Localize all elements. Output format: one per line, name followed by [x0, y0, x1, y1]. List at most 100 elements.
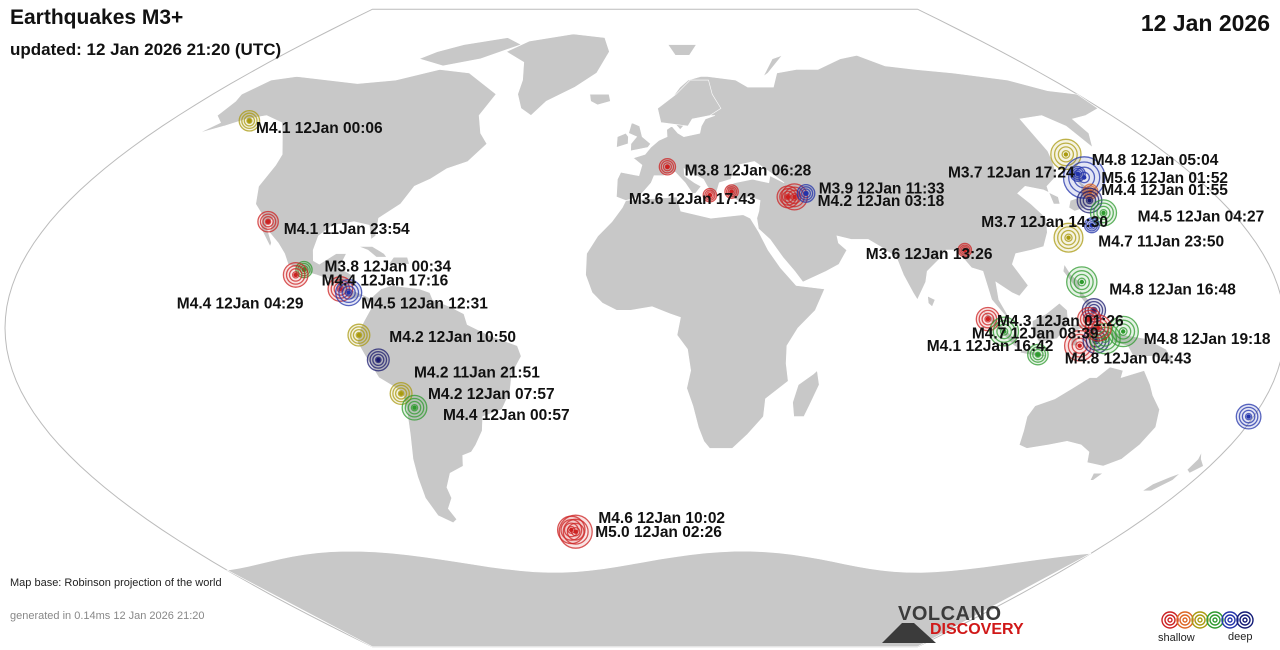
legend-shallow-label: shallow	[1158, 632, 1195, 644]
earthquake-marker[interactable]	[1027, 343, 1049, 366]
earthquake-ring	[243, 115, 256, 127]
earthquake-epicenter	[1082, 175, 1087, 180]
earthquake-ring	[984, 315, 992, 323]
earthquake-ring	[570, 526, 581, 537]
legend-ring	[1191, 611, 1209, 629]
earthquake-ring	[344, 288, 353, 297]
earthquake-marker[interactable]	[957, 242, 973, 258]
logo-line-1: VOLCANO	[898, 603, 1002, 625]
earthquake-marker[interactable]	[702, 187, 718, 203]
legend-ring	[1182, 617, 1188, 623]
legend-ring	[1242, 617, 1248, 623]
earthquake-ring	[1057, 146, 1075, 163]
earthquake-marker[interactable]	[796, 183, 816, 203]
earthquake-marker[interactable]	[1053, 222, 1084, 253]
earthquake-label: M3.8 12Jan 06:28	[685, 163, 812, 180]
earthquake-epicenter	[1063, 152, 1069, 157]
generated-note: generated in 0.14ms 12 Jan 2026 21:20	[10, 610, 205, 622]
earthquake-epicenter	[985, 316, 991, 322]
earthquake-label: M4.2 12Jan 07:57	[428, 386, 555, 403]
legend-ring	[1179, 614, 1191, 626]
earthquake-ring	[959, 244, 971, 256]
earthquake-marker[interactable]	[238, 109, 261, 132]
earthquake-ring	[1244, 412, 1253, 421]
earthquake-ring	[1069, 270, 1094, 294]
legend-deep-label: deep	[1228, 631, 1253, 643]
earthquake-ring	[262, 215, 274, 228]
novaya-zemlya-landmass	[763, 54, 784, 77]
earthquake-marker[interactable]	[724, 184, 739, 199]
tasmania-landmass	[1089, 472, 1104, 481]
volcano-discovery-logo[interactable]: VOLCANO DISCOVERY	[880, 603, 1040, 643]
earthquake-ring	[1060, 229, 1077, 246]
earthquake-epicenter	[707, 193, 713, 198]
sri-lanka-landmass	[927, 295, 936, 308]
earthquake-ring	[727, 187, 736, 196]
earthquake-epicenter	[665, 164, 670, 169]
earthquake-epicenter	[1096, 325, 1101, 331]
earthquake-ring	[1085, 196, 1094, 205]
earthquake-ring	[1241, 409, 1256, 424]
earthquake-epicenter	[1101, 210, 1106, 216]
earthquake-marker[interactable]	[1235, 403, 1262, 430]
earthquake-marker[interactable]	[335, 278, 363, 307]
earthquake-ring	[1057, 226, 1080, 250]
north-america-landmass	[198, 69, 497, 304]
earthquake-epicenter	[1246, 414, 1251, 419]
earthquake-epicenter	[265, 219, 271, 224]
earthquake-label: M3.6 12Jan 13:26	[866, 246, 993, 263]
earthquake-ring	[259, 213, 277, 230]
earthquake-label: M4.7 12Jan 08:39	[972, 326, 1099, 343]
depth-legend: shallow deep	[1158, 606, 1268, 646]
earthquake-ring	[1087, 317, 1109, 339]
earthquake-marker[interactable]	[658, 158, 677, 176]
earthquake-marker[interactable]	[780, 183, 809, 211]
earthquake-marker[interactable]	[1050, 138, 1082, 171]
earthquake-marker[interactable]	[282, 261, 309, 288]
earthquake-ring	[1078, 171, 1091, 184]
legend-ring	[1164, 614, 1176, 626]
earthquake-epicenter	[1121, 329, 1126, 334]
earthquake-epicenter	[1066, 235, 1071, 240]
earthquake-label: M3.7 12Jan 17:24	[948, 165, 1075, 182]
earthquake-marker[interactable]	[1063, 329, 1096, 362]
earthquake-marker[interactable]	[1107, 315, 1139, 348]
earthquake-ring	[1029, 346, 1047, 363]
volcano-icon	[882, 623, 936, 643]
earthquake-marker[interactable]	[401, 394, 428, 421]
antarctica-landmass	[226, 550, 1092, 648]
earthquake-label: M4.8 12Jan 19:18	[1144, 331, 1271, 348]
greenland-landmass	[505, 33, 610, 116]
legend-ring	[1176, 611, 1194, 629]
earthquake-ring	[352, 328, 366, 342]
earthquake-marker[interactable]	[1084, 314, 1112, 342]
earthquake-marker[interactable]	[989, 316, 1020, 347]
earthquake-marker[interactable]	[366, 348, 390, 372]
new-guinea-landmass	[1110, 331, 1175, 364]
earthquake-marker[interactable]	[257, 210, 279, 233]
earthquake-ring	[1094, 324, 1103, 332]
earthquake-ring	[1082, 193, 1097, 208]
earthquake-epicenter	[573, 529, 578, 534]
earthquake-marker[interactable]	[347, 323, 371, 347]
earthquake-ring	[246, 117, 253, 124]
earthquake-ring	[1053, 142, 1078, 167]
earthquake-marker[interactable]	[389, 381, 413, 406]
earthquake-marker[interactable]	[975, 306, 1001, 332]
earthquake-marker[interactable]	[1066, 266, 1098, 298]
new-zealand-n-landmass	[1186, 451, 1204, 474]
earthquake-marker[interactable]	[558, 514, 593, 549]
earthquake-label: M4.1 11Jan 23:54	[284, 221, 410, 238]
earthquake-marker[interactable]	[1083, 217, 1100, 234]
borneo-landmass	[1032, 302, 1069, 343]
earthquake-label: M4.6 12Jan 10:02	[598, 510, 725, 527]
earthquake-label: M4.7 11Jan 23:50	[1098, 234, 1224, 251]
earthquake-epicenter	[293, 272, 298, 278]
earthquake-label: M4.3 12Jan 01:26	[997, 313, 1124, 330]
earthquake-epicenter	[346, 290, 351, 295]
earthquake-label: M4.1 12Jan 00:06	[256, 120, 383, 137]
earthquake-ring	[662, 162, 673, 172]
earthquake-ring	[1115, 323, 1132, 340]
earthquake-ring	[338, 282, 360, 304]
earthquake-ring	[1091, 320, 1106, 336]
